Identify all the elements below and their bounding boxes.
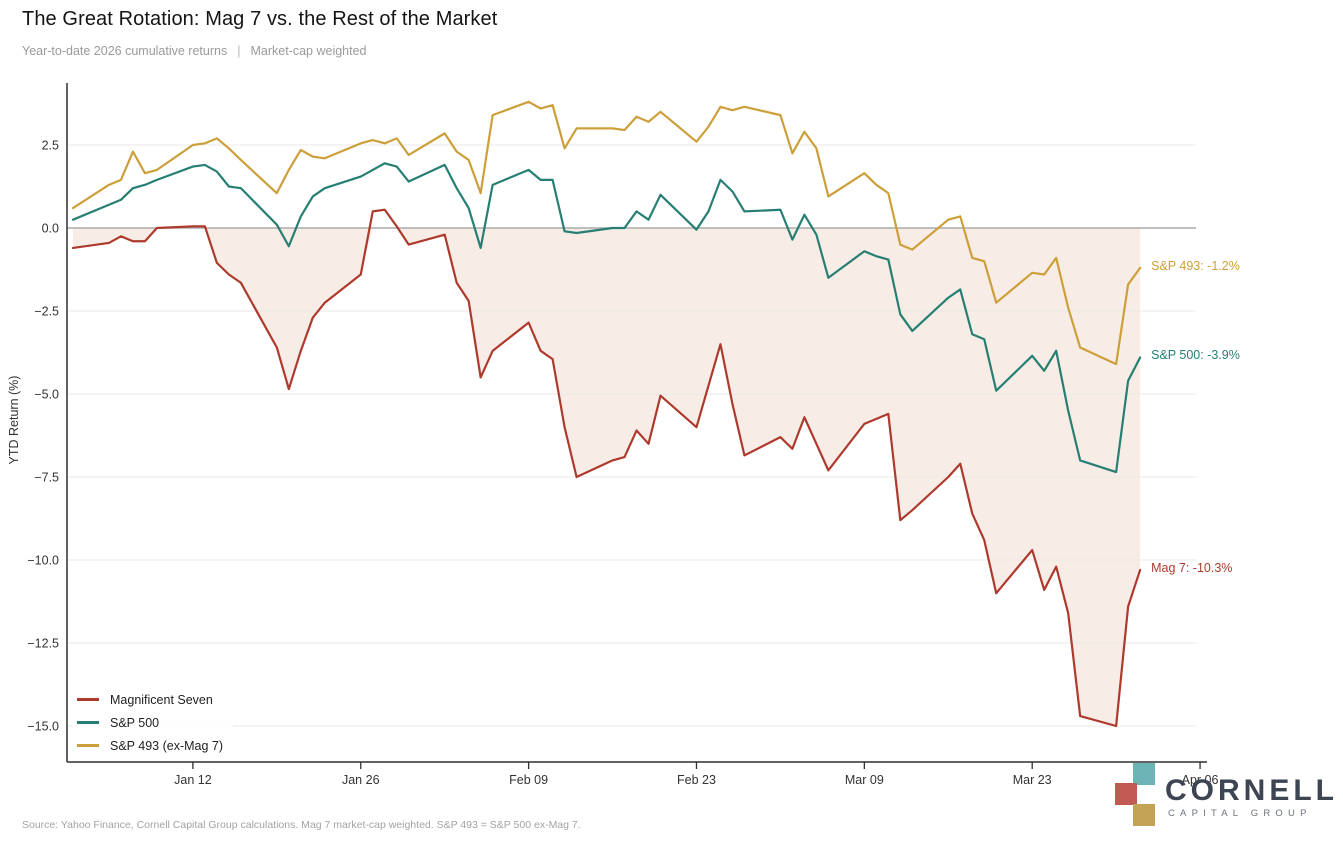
x-tick-label: Jan 26 — [342, 773, 380, 787]
legend: Magnificent Seven S&P 500 S&P 493 (ex-Ma… — [72, 685, 234, 760]
y-tick-label: 2.5 — [42, 138, 59, 152]
legend-item-mag7: Magnificent Seven — [77, 688, 223, 711]
legend-label-mag7: Magnificent Seven — [110, 692, 213, 707]
logo-red-square — [1115, 783, 1137, 805]
y-tick-label: −7.5 — [34, 470, 59, 484]
cornell-logo: CORNELL CAPITAL GROUP — [1110, 758, 1343, 838]
logo-tagline: CAPITAL GROUP — [1168, 808, 1312, 819]
y-tick-label: −12.5 — [27, 636, 59, 650]
source-note: Source: Yahoo Finance, Cornell Capital G… — [22, 819, 581, 831]
subtitle-separator: | — [237, 44, 241, 58]
mag7-color-swatch — [77, 697, 99, 702]
x-tick-label: Feb 09 — [509, 773, 548, 787]
chart-subtitle: Year-to-date 2026 cumulative returns | Mar… — [22, 44, 367, 58]
legend-item-sp500: S&P 500 — [77, 711, 223, 734]
subtitle-left: Year-to-date 2026 cumulative returns — [22, 44, 228, 58]
logo-gold-square — [1133, 804, 1155, 826]
x-tick-label: Mar 09 — [845, 773, 884, 787]
y-tick-label: −5.0 — [34, 387, 59, 401]
x-tick-label: Apr 06 — [1182, 773, 1219, 787]
x-tick-label: Jan 12 — [174, 773, 212, 787]
end-label-sp500: S&P 500: -3.9% — [1151, 348, 1240, 363]
end-label-sp493: S&P 493: -1.2% — [1151, 258, 1240, 273]
end-label-mag7: Mag 7: -10.3% — [1151, 560, 1233, 575]
logo-teal-square — [1133, 763, 1155, 785]
y-tick-label: 0.0 — [42, 221, 59, 235]
page-title: The Great Rotation: Mag 7 vs. the Rest o… — [22, 8, 498, 30]
x-tick-label: Mar 23 — [1013, 773, 1052, 787]
legend-label-sp500: S&P 500 — [110, 715, 160, 730]
x-tick-label: Feb 23 — [677, 773, 716, 787]
sp500-line — [71, 162, 1142, 474]
sp493-color-swatch — [77, 743, 99, 748]
sp493-line — [71, 100, 1142, 366]
logo-wordmark: CORNELL — [1165, 774, 1338, 807]
sp500-color-swatch — [77, 720, 99, 725]
y-tick-label: −10.0 — [27, 553, 59, 567]
legend-item-sp493: S&P 493 (ex-Mag 7) — [77, 734, 223, 757]
mag7-line — [71, 208, 1142, 728]
y-tick-label: −2.5 — [34, 304, 59, 318]
subtitle-right: Market-cap weighted — [250, 44, 367, 58]
legend-label-sp493: S&P 493 (ex-Mag 7) — [110, 738, 224, 753]
y-tick-label: −15.0 — [27, 719, 59, 733]
mag7-underperformance-fill — [73, 228, 1141, 726]
